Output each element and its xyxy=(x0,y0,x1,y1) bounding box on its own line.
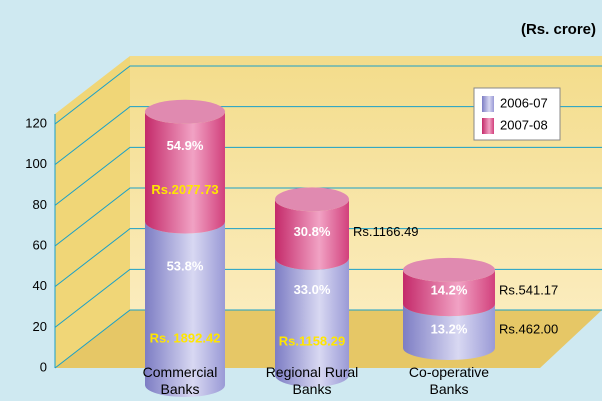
grid-line xyxy=(54,65,602,125)
share-label: 33.0% xyxy=(294,282,331,297)
value-label: Rs.2077.73 xyxy=(151,182,218,197)
value-label: Rs. 1892.42 xyxy=(150,331,221,346)
y-tick-label: 120 xyxy=(25,115,47,130)
y-tick-label: 60 xyxy=(33,237,47,252)
grid-line xyxy=(54,187,602,247)
share-label: 14.2% xyxy=(431,282,468,297)
value-label: Rs.1166.49 xyxy=(353,224,419,239)
y-tick-label: 20 xyxy=(33,319,47,334)
share-label: 54.9% xyxy=(167,138,204,153)
bar-segment xyxy=(403,269,496,317)
cylinder-cap xyxy=(275,187,349,212)
cylinder-cap xyxy=(403,257,495,282)
bar-segment xyxy=(275,257,349,387)
legend-label: 2007-08 xyxy=(500,117,548,132)
y-tick-label: 0 xyxy=(40,359,47,374)
x-tick-label: Commercial Banks xyxy=(142,364,218,397)
bar-segment xyxy=(145,221,225,397)
x-tick-label: Co-operative Banks xyxy=(408,364,490,397)
value-label: Rs.541.17 xyxy=(499,282,558,297)
share-label: 30.8% xyxy=(294,224,331,239)
legend-swatch xyxy=(482,118,494,134)
grid-line xyxy=(54,106,602,166)
left-wall xyxy=(55,56,130,368)
x-tick-label: Regional Rural Banks xyxy=(265,364,359,397)
legend-label: 2006-07 xyxy=(500,95,548,110)
y-tick-label: 80 xyxy=(33,197,47,212)
share-label: 53.8% xyxy=(167,259,204,274)
grid-line xyxy=(54,146,602,206)
value-label: Rs.1158.29 xyxy=(279,334,346,349)
bar-segment xyxy=(275,199,349,270)
share-label: 13.2% xyxy=(431,321,468,336)
chart-title: (Rs. crore) xyxy=(521,21,596,38)
y-tick-label: 100 xyxy=(25,156,47,171)
value-label: Rs.462.00 xyxy=(499,321,558,336)
cylinder-cap xyxy=(145,99,225,124)
legend-swatch xyxy=(482,96,494,112)
y-tick-label: 40 xyxy=(33,278,47,293)
bar-segment xyxy=(145,111,225,234)
bar-segment xyxy=(403,304,496,360)
grid-line xyxy=(54,228,602,288)
